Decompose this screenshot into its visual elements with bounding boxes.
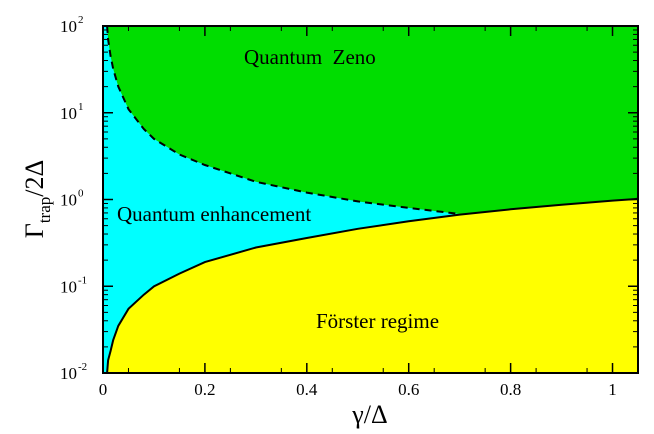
region-label-zeno: Quantum Zeno (244, 45, 376, 69)
region-label-forster: Förster regime (316, 309, 439, 333)
y-axis-title-sub: trap (35, 197, 54, 223)
y-tick-label: 10 (60, 17, 77, 36)
y-tick-label: 10 (60, 364, 77, 383)
x-tick-label: 0.8 (500, 380, 521, 399)
x-tick-label: 0.4 (296, 380, 318, 399)
x-tick-label: 0.2 (194, 380, 215, 399)
forster-regime-region (103, 198, 638, 373)
x-tick-label: 0.6 (398, 380, 419, 399)
y-axis-title-main: Γ (20, 223, 49, 238)
y-tick-exponent: 0 (78, 188, 84, 200)
y-tick-label: 10 (60, 104, 77, 123)
x-tick-label: 1 (608, 380, 617, 399)
y-tick-exponent: -1 (78, 274, 87, 286)
region-label-enhancement: Quantum enhancement (117, 202, 311, 226)
y-axis-title: Γtrap/2Δ (20, 160, 54, 238)
y-tick-base: 10 (60, 104, 77, 123)
y-tick-base: 10 (60, 191, 77, 210)
y-tick-label: 10 (60, 191, 77, 210)
y-tick-exponent: 2 (78, 14, 84, 26)
x-axis-title-rest: /Δ (364, 400, 388, 429)
y-axis-title-rest: /2Δ (20, 160, 49, 197)
y-tick-base: 10 (60, 17, 77, 36)
y-tick-exponent: 1 (78, 101, 84, 113)
forster-boundary-line (106, 197, 638, 373)
x-tick-label: 0 (99, 380, 108, 399)
x-axis-title: γ/Δ (351, 400, 387, 429)
x-axis-title-symbol: γ (351, 400, 364, 429)
y-tick-exponent: -2 (78, 361, 87, 373)
zeno-boundary-dashed-line (106, 26, 460, 215)
y-tick-base: 10 (60, 277, 77, 296)
y-tick-base: 10 (60, 364, 77, 383)
y-tick-label: 10 (60, 277, 77, 296)
